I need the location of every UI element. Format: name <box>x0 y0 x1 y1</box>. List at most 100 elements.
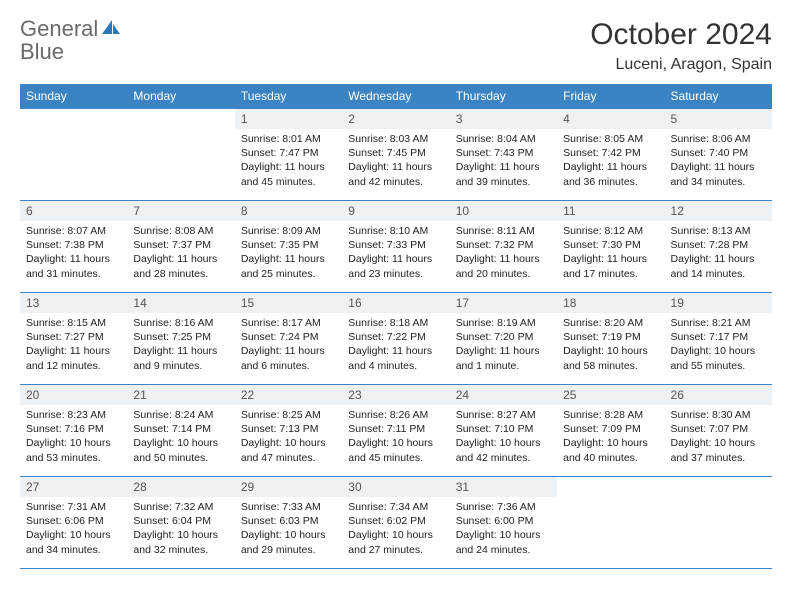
calendar-cell: 22Sunrise: 8:25 AMSunset: 7:13 PMDayligh… <box>235 385 342 477</box>
calendar-week-row: 27Sunrise: 7:31 AMSunset: 6:06 PMDayligh… <box>20 477 772 569</box>
day-number: 20 <box>20 385 127 405</box>
day-details: Sunrise: 7:32 AMSunset: 6:04 PMDaylight:… <box>127 497 234 561</box>
title-block: October 2024 Luceni, Aragon, Spain <box>590 18 772 74</box>
day-number: 25 <box>557 385 664 405</box>
day-number: 1 <box>235 109 342 129</box>
logo: General Blue <box>20 18 122 64</box>
calendar-cell: 19Sunrise: 8:21 AMSunset: 7:17 PMDayligh… <box>665 293 772 385</box>
calendar-week-row: 1Sunrise: 8:01 AMSunset: 7:47 PMDaylight… <box>20 109 772 201</box>
day-details: Sunrise: 7:31 AMSunset: 6:06 PMDaylight:… <box>20 497 127 561</box>
calendar-cell: 11Sunrise: 8:12 AMSunset: 7:30 PMDayligh… <box>557 201 664 293</box>
calendar-body: 1Sunrise: 8:01 AMSunset: 7:47 PMDaylight… <box>20 109 772 569</box>
calendar-cell: 17Sunrise: 8:19 AMSunset: 7:20 PMDayligh… <box>450 293 557 385</box>
day-number: 5 <box>665 109 772 129</box>
day-details: Sunrise: 8:27 AMSunset: 7:10 PMDaylight:… <box>450 405 557 469</box>
day-number-empty <box>127 109 234 129</box>
calendar-cell: 1Sunrise: 8:01 AMSunset: 7:47 PMDaylight… <box>235 109 342 201</box>
day-number-empty <box>665 477 772 497</box>
day-details: Sunrise: 8:07 AMSunset: 7:38 PMDaylight:… <box>20 221 127 285</box>
day-number: 29 <box>235 477 342 497</box>
calendar-week-row: 13Sunrise: 8:15 AMSunset: 7:27 PMDayligh… <box>20 293 772 385</box>
day-number: 30 <box>342 477 449 497</box>
day-number: 16 <box>342 293 449 313</box>
calendar-cell <box>20 109 127 201</box>
day-details: Sunrise: 8:10 AMSunset: 7:33 PMDaylight:… <box>342 221 449 285</box>
calendar-cell: 14Sunrise: 8:16 AMSunset: 7:25 PMDayligh… <box>127 293 234 385</box>
day-details: Sunrise: 8:09 AMSunset: 7:35 PMDaylight:… <box>235 221 342 285</box>
day-number-empty <box>557 477 664 497</box>
day-number: 4 <box>557 109 664 129</box>
weekday-header-row: SundayMondayTuesdayWednesdayThursdayFrid… <box>20 84 772 109</box>
weekday-header: Sunday <box>20 84 127 109</box>
day-details: Sunrise: 8:28 AMSunset: 7:09 PMDaylight:… <box>557 405 664 469</box>
calendar-cell: 24Sunrise: 8:27 AMSunset: 7:10 PMDayligh… <box>450 385 557 477</box>
day-details: Sunrise: 8:06 AMSunset: 7:40 PMDaylight:… <box>665 129 772 193</box>
header: General Blue October 2024 Luceni, Aragon… <box>20 18 772 74</box>
calendar-cell <box>127 109 234 201</box>
day-number: 28 <box>127 477 234 497</box>
calendar-cell: 25Sunrise: 8:28 AMSunset: 7:09 PMDayligh… <box>557 385 664 477</box>
calendar-cell: 15Sunrise: 8:17 AMSunset: 7:24 PMDayligh… <box>235 293 342 385</box>
day-number: 10 <box>450 201 557 221</box>
day-details: Sunrise: 7:36 AMSunset: 6:00 PMDaylight:… <box>450 497 557 561</box>
weekday-header: Wednesday <box>342 84 449 109</box>
logo-text-blue: Blue <box>20 39 64 64</box>
day-number: 22 <box>235 385 342 405</box>
day-number: 17 <box>450 293 557 313</box>
day-number-empty <box>20 109 127 129</box>
calendar-cell: 7Sunrise: 8:08 AMSunset: 7:37 PMDaylight… <box>127 201 234 293</box>
day-details: Sunrise: 8:12 AMSunset: 7:30 PMDaylight:… <box>557 221 664 285</box>
day-details: Sunrise: 7:33 AMSunset: 6:03 PMDaylight:… <box>235 497 342 561</box>
calendar-cell: 12Sunrise: 8:13 AMSunset: 7:28 PMDayligh… <box>665 201 772 293</box>
day-details: Sunrise: 8:17 AMSunset: 7:24 PMDaylight:… <box>235 313 342 377</box>
calendar-cell: 27Sunrise: 7:31 AMSunset: 6:06 PMDayligh… <box>20 477 127 569</box>
day-number: 31 <box>450 477 557 497</box>
calendar-cell: 16Sunrise: 8:18 AMSunset: 7:22 PMDayligh… <box>342 293 449 385</box>
calendar-cell: 3Sunrise: 8:04 AMSunset: 7:43 PMDaylight… <box>450 109 557 201</box>
day-number: 6 <box>20 201 127 221</box>
logo-sail-icon <box>100 18 122 41</box>
day-details: Sunrise: 8:08 AMSunset: 7:37 PMDaylight:… <box>127 221 234 285</box>
calendar-cell: 31Sunrise: 7:36 AMSunset: 6:00 PMDayligh… <box>450 477 557 569</box>
calendar-cell: 13Sunrise: 8:15 AMSunset: 7:27 PMDayligh… <box>20 293 127 385</box>
day-details: Sunrise: 8:05 AMSunset: 7:42 PMDaylight:… <box>557 129 664 193</box>
calendar-cell <box>557 477 664 569</box>
calendar-cell: 6Sunrise: 8:07 AMSunset: 7:38 PMDaylight… <box>20 201 127 293</box>
day-details: Sunrise: 8:20 AMSunset: 7:19 PMDaylight:… <box>557 313 664 377</box>
calendar-cell: 2Sunrise: 8:03 AMSunset: 7:45 PMDaylight… <box>342 109 449 201</box>
calendar-week-row: 20Sunrise: 8:23 AMSunset: 7:16 PMDayligh… <box>20 385 772 477</box>
day-number: 26 <box>665 385 772 405</box>
day-number: 19 <box>665 293 772 313</box>
calendar-cell: 4Sunrise: 8:05 AMSunset: 7:42 PMDaylight… <box>557 109 664 201</box>
day-details: Sunrise: 8:25 AMSunset: 7:13 PMDaylight:… <box>235 405 342 469</box>
calendar-cell: 10Sunrise: 8:11 AMSunset: 7:32 PMDayligh… <box>450 201 557 293</box>
day-details: Sunrise: 8:21 AMSunset: 7:17 PMDaylight:… <box>665 313 772 377</box>
day-details: Sunrise: 8:24 AMSunset: 7:14 PMDaylight:… <box>127 405 234 469</box>
calendar-cell: 5Sunrise: 8:06 AMSunset: 7:40 PMDaylight… <box>665 109 772 201</box>
weekday-header: Saturday <box>665 84 772 109</box>
calendar-week-row: 6Sunrise: 8:07 AMSunset: 7:38 PMDaylight… <box>20 201 772 293</box>
day-number: 18 <box>557 293 664 313</box>
calendar-cell: 30Sunrise: 7:34 AMSunset: 6:02 PMDayligh… <box>342 477 449 569</box>
day-number: 12 <box>665 201 772 221</box>
day-details: Sunrise: 8:23 AMSunset: 7:16 PMDaylight:… <box>20 405 127 469</box>
day-number: 7 <box>127 201 234 221</box>
calendar-cell: 26Sunrise: 8:30 AMSunset: 7:07 PMDayligh… <box>665 385 772 477</box>
day-number: 2 <box>342 109 449 129</box>
day-number: 3 <box>450 109 557 129</box>
day-details: Sunrise: 8:26 AMSunset: 7:11 PMDaylight:… <box>342 405 449 469</box>
calendar-cell: 20Sunrise: 8:23 AMSunset: 7:16 PMDayligh… <box>20 385 127 477</box>
calendar-cell: 18Sunrise: 8:20 AMSunset: 7:19 PMDayligh… <box>557 293 664 385</box>
weekday-header: Tuesday <box>235 84 342 109</box>
day-number: 21 <box>127 385 234 405</box>
calendar-cell <box>665 477 772 569</box>
day-number: 9 <box>342 201 449 221</box>
day-number: 23 <box>342 385 449 405</box>
day-number: 24 <box>450 385 557 405</box>
location: Luceni, Aragon, Spain <box>590 56 772 74</box>
day-number: 14 <box>127 293 234 313</box>
day-details: Sunrise: 8:16 AMSunset: 7:25 PMDaylight:… <box>127 313 234 377</box>
day-details: Sunrise: 8:03 AMSunset: 7:45 PMDaylight:… <box>342 129 449 193</box>
day-details: Sunrise: 8:11 AMSunset: 7:32 PMDaylight:… <box>450 221 557 285</box>
day-details: Sunrise: 8:04 AMSunset: 7:43 PMDaylight:… <box>450 129 557 193</box>
